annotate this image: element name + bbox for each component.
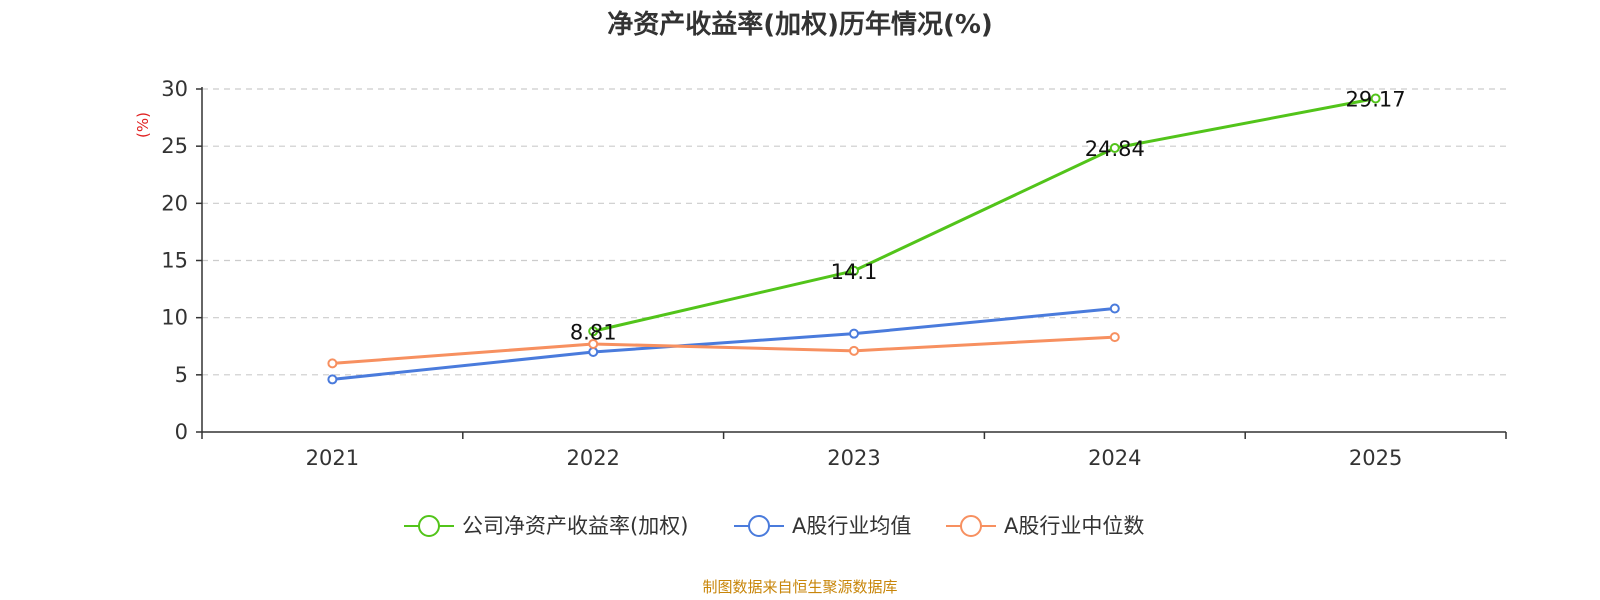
data-labels: 8.81 14.1 24.84 29.17 (570, 87, 1406, 344)
x-tick-label-2022: 2022 (566, 446, 619, 470)
x-tick-label-2024: 2024 (1088, 446, 1141, 470)
point-0-2023 (849, 265, 859, 276)
chart-title: 净资产收益率(加权)历年情况(%) (607, 9, 993, 40)
x-tick-label-2021: 2021 (306, 446, 359, 470)
point-2-2022 (588, 338, 599, 349)
series-group (327, 93, 1381, 385)
legend-marker-2 (960, 515, 982, 537)
point-1-2022 (588, 346, 599, 357)
legend-item-2[interactable]: A股行业中位数 (946, 514, 1144, 538)
data-label-2023: 14.1 (831, 260, 878, 284)
data-label-2022: 8.81 (570, 320, 617, 344)
source-note: 制图数据来自恒生聚源数据库 (702, 578, 897, 596)
series-line-2 (332, 335, 1115, 365)
legend-label-0: 公司净资产收益率(加权) (462, 514, 688, 538)
data-label-2024: 24.84 (1085, 137, 1145, 161)
x-tick-label-2023: 2023 (827, 446, 880, 470)
data-label-2025: 29.17 (1346, 87, 1406, 111)
y-tick-label-20: 20 (161, 191, 188, 215)
grid-lines (202, 88, 1506, 376)
series-line-1 (332, 307, 1115, 381)
y-tick-label-30: 30 (161, 77, 188, 101)
x-tick-label-2025: 2025 (1349, 446, 1402, 470)
point-2-2021 (327, 358, 338, 369)
y-tick-label-15: 15 (161, 249, 188, 273)
point-0-2022 (588, 326, 599, 337)
legend[interactable]: 公司净资产收益率(加权) A股行业均值 A股行业中位数 (404, 514, 1144, 538)
point-0-2025 (1370, 93, 1381, 104)
y-tick-label-10: 10 (161, 306, 188, 330)
legend-marker-0 (418, 515, 440, 537)
legend-label-2: A股行业中位数 (1004, 514, 1144, 538)
legend-item-0[interactable]: 公司净资产收益率(加权) (404, 514, 688, 538)
legend-item-1[interactable]: A股行业均值 (734, 514, 911, 538)
legend-marker-1 (748, 515, 770, 537)
point-1-2024 (1109, 303, 1120, 314)
point-2-2024 (1109, 332, 1120, 343)
y-tick-label-25: 25 (161, 134, 188, 158)
legend-label-1: A股行业均值 (792, 514, 911, 538)
series-line-0 (592, 97, 1376, 333)
point-1-2021 (327, 374, 338, 385)
y-axis-label: (%) (134, 112, 152, 138)
point-1-2023 (849, 328, 859, 339)
y-tick-label-0: 0 (175, 420, 188, 444)
y-tick-label-5: 5 (175, 363, 188, 387)
point-2-2023 (849, 345, 859, 356)
point-0-2024 (1109, 142, 1120, 153)
